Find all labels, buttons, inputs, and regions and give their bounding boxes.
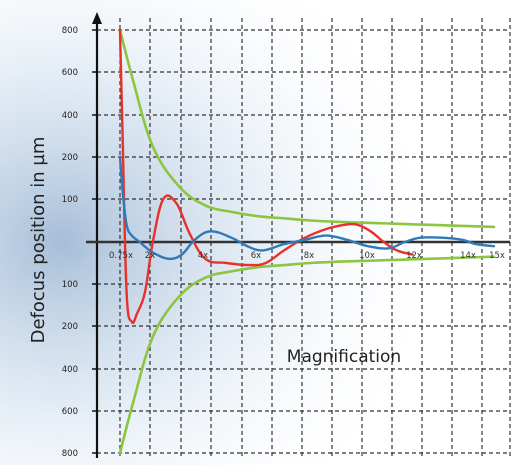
- x-tick-label: 15x: [489, 251, 505, 261]
- y-tick-label: 100: [62, 280, 78, 290]
- x-tick-label: 14x: [460, 251, 476, 261]
- series-upper-envelope-line: [118, 28, 496, 229]
- y-tick-label: 800: [62, 26, 78, 36]
- x-tick-label: 2x: [145, 251, 155, 261]
- y-tick-label: 600: [62, 407, 78, 417]
- x-tick-label: 10x: [359, 251, 375, 261]
- y-tick-label: 200: [62, 153, 78, 163]
- x-axis-label: Magnification: [287, 347, 401, 367]
- y-tick-label: 600: [62, 68, 78, 78]
- series-blue-line: [118, 155, 496, 261]
- x-tick-label: 0.75x: [109, 251, 133, 261]
- y-tick-label: 200: [62, 322, 78, 332]
- x-tick-label: 6x: [251, 251, 261, 261]
- series-red-line: [118, 28, 414, 325]
- tick-labels: 800 600 400 200 100 100 200 400 600 800 0.75x 2x 4x 6…: [62, 26, 505, 459]
- series-layer: [118, 28, 496, 455]
- y-tick-label: 400: [62, 365, 78, 375]
- x-tick-label: 4x: [198, 251, 208, 261]
- y-tick-label: 800: [62, 449, 78, 459]
- series-lower-envelope-line: [118, 255, 496, 455]
- x-tick-label: 8x: [304, 251, 314, 261]
- y-axis-arrow: [92, 12, 102, 24]
- y-tick-label: 400: [62, 111, 78, 121]
- y-axis-label: Defocus position in µm: [28, 137, 49, 344]
- y-tick-label: 100: [62, 195, 78, 205]
- x-tick-label: 12x: [406, 251, 422, 261]
